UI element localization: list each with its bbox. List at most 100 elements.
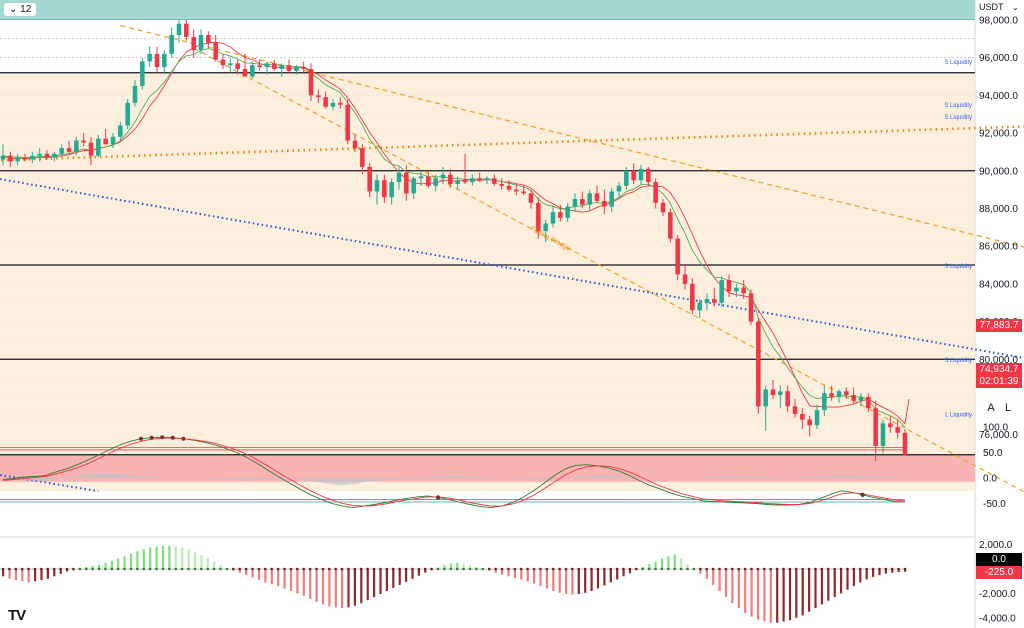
macd-bar — [296, 569, 299, 594]
macd-bar — [622, 569, 625, 577]
interval-selector[interactable]: ⌄ 12 — [4, 3, 37, 16]
macd-signal-dot — [539, 567, 542, 571]
candle-body — [118, 125, 123, 137]
macd-signal-dot — [443, 567, 446, 571]
macd-signal-dot — [168, 567, 171, 571]
candle-body — [470, 178, 475, 183]
macd-bar — [238, 569, 241, 573]
currency-dropdown-icon[interactable]: ⌄ — [1012, 3, 1019, 12]
macd-signal-dot — [33, 567, 37, 571]
candle-body — [712, 298, 717, 303]
candle-body — [587, 193, 592, 205]
candle-body — [880, 423, 886, 446]
macd-bar — [193, 551, 197, 569]
candle-body — [851, 395, 856, 401]
macd-bar — [315, 569, 318, 602]
macd-tick-label: -2,000.0 — [979, 589, 1016, 600]
macd-signal-dot — [468, 567, 472, 571]
candle-body — [741, 287, 746, 294]
macd-bar — [449, 563, 452, 569]
candle-body — [550, 212, 556, 224]
macd-signal-dot — [206, 567, 209, 571]
macd-bar — [283, 569, 286, 589]
macd-bar — [846, 569, 849, 590]
price-axis[interactable]: 98,000.0 96,000.0 94,000.0 92,000.0 90,000.0… — [979, 16, 1018, 442]
candle-body — [360, 148, 365, 167]
macd-bar — [59, 569, 62, 574]
macd-signal-dot — [596, 567, 600, 571]
macd-bar — [596, 569, 600, 589]
oscillator-tick-label: 100.0 — [983, 423, 1008, 434]
macd-signal-dot — [583, 567, 587, 571]
macd-signal-dot — [340, 567, 344, 571]
macd-bar — [763, 569, 766, 622]
macd-signal-dot — [129, 567, 133, 571]
overbought-dot — [139, 436, 143, 441]
macd-bar — [577, 569, 580, 594]
macd-bar — [756, 569, 760, 620]
macd-signal-dot — [40, 567, 43, 571]
macd-signal-dot — [225, 567, 229, 571]
log-scale-button[interactable]: L — [1004, 402, 1012, 414]
macd-bar — [526, 569, 529, 582]
macd-bar — [181, 547, 184, 569]
auto-scale-button[interactable]: A — [987, 402, 995, 414]
macd-bar — [91, 566, 94, 569]
macd-bar — [744, 569, 747, 613]
candle-body — [763, 389, 768, 407]
macd-signal-dot — [660, 567, 664, 571]
currency-selector[interactable]: USDT — [979, 2, 1004, 12]
candle-body — [367, 166, 372, 192]
macd-bar — [424, 569, 427, 573]
candle-body — [30, 155, 35, 160]
candle-body — [235, 63, 240, 69]
macd-signal-dot — [667, 567, 670, 571]
macd-bar — [379, 569, 382, 594]
candle-body — [264, 63, 270, 68]
macd-signal-dot — [84, 567, 88, 571]
macd-signal-dot — [411, 567, 414, 571]
macd-bar — [251, 569, 254, 578]
candle-body — [206, 35, 211, 43]
macd-signal-dot — [155, 567, 158, 571]
candle-body — [404, 172, 409, 194]
macd-bar — [859, 569, 862, 583]
macd-bar — [648, 564, 651, 569]
macd-signal-dot — [679, 567, 683, 571]
macd-bar — [456, 562, 459, 569]
macd-bar — [46, 569, 49, 579]
macd-bar — [808, 569, 811, 612]
candle-body — [829, 393, 834, 397]
macd-signal-dot — [494, 567, 497, 571]
candle-body — [323, 97, 328, 107]
macd-bar — [321, 569, 325, 605]
macd-bar — [814, 569, 817, 608]
macd-signal-dot — [391, 567, 395, 571]
macd-tick-label: -4,000.0 — [979, 613, 1016, 624]
macd-signal-dot — [839, 567, 843, 571]
macd-bar — [53, 569, 56, 577]
macd-value-badge: -225.0 — [976, 566, 1022, 579]
price-tick-label: 92,000.0 — [979, 129, 1018, 140]
candle-body — [66, 148, 72, 152]
macd-signal-dot — [884, 567, 888, 571]
candle-body — [448, 174, 453, 184]
price-tick-label: 90,000.0 — [979, 166, 1018, 177]
candle-body — [184, 23, 189, 37]
price-tick-label: 96,000.0 — [979, 53, 1018, 64]
macd-bar — [360, 569, 363, 604]
macd-bar — [897, 569, 900, 572]
macd-signal-dot — [654, 567, 657, 571]
macd-signal-dot — [436, 567, 440, 571]
candle-body — [440, 174, 446, 179]
candle-body — [902, 432, 908, 455]
macd-signal-dot — [603, 567, 606, 571]
macd-signal-dot — [46, 567, 50, 571]
macd-bar — [27, 569, 30, 583]
ma-value-badge: 77,883.7 — [976, 319, 1022, 332]
macd-signal-dot — [27, 567, 30, 571]
candle-body — [624, 170, 629, 186]
macd-bar — [776, 569, 779, 623]
macd-signal-dot — [826, 567, 830, 571]
